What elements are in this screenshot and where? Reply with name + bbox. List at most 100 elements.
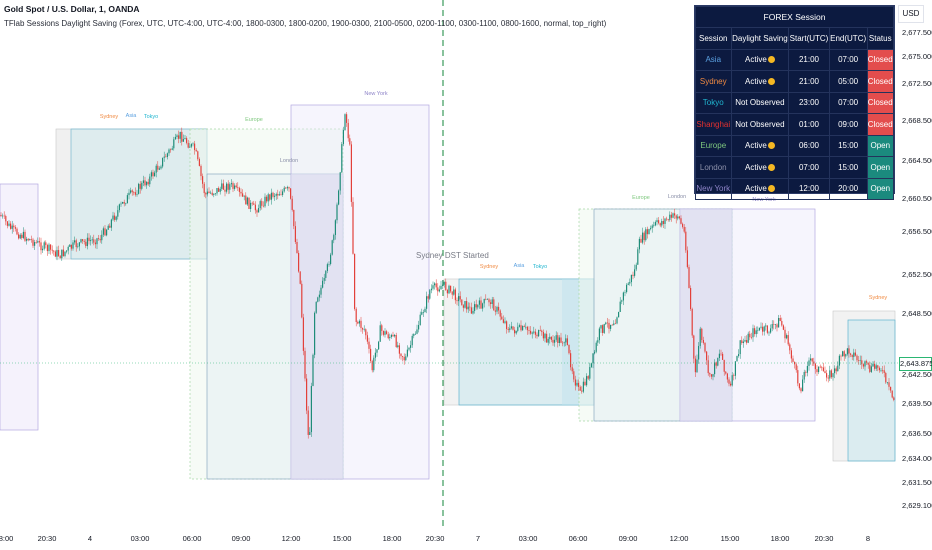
session-label-newyork: New York [752, 197, 776, 203]
candle-body [834, 368, 836, 374]
candle-body [317, 297, 319, 302]
candle-body [267, 194, 269, 202]
candle-body [640, 238, 642, 243]
candle-body [226, 183, 228, 192]
candle-body [69, 244, 71, 247]
end-time-cell: 07:00 [828, 48, 868, 71]
candle-body [472, 310, 474, 314]
candle-body [688, 267, 690, 288]
candle-body [662, 220, 664, 224]
candle-body [789, 344, 791, 351]
candle-body [781, 320, 783, 326]
candle-body [582, 381, 584, 392]
candle-body [566, 338, 568, 345]
candle-body [355, 308, 357, 322]
candle-body [875, 365, 877, 369]
candle-body [365, 329, 367, 336]
candle-body [562, 342, 564, 344]
session-boxes [0, 104, 896, 480]
candle-body [862, 364, 864, 367]
candle-body [589, 367, 591, 379]
candle-body [466, 301, 468, 310]
candle-body [642, 232, 644, 243]
time-axis-label: 12:00 [669, 534, 689, 543]
price-axis-label: 2,664.500 [902, 156, 932, 165]
time-axis-label: 09:00 [231, 534, 251, 543]
candle-body [373, 357, 375, 371]
candle-body [587, 376, 589, 379]
candle-body [221, 183, 223, 189]
candle-body [779, 317, 781, 321]
candle-body [805, 371, 807, 373]
candle-body [680, 218, 682, 224]
session-name-cell-text: New York [696, 184, 731, 194]
indicator-legend[interactable]: TFlab Sessions Daylight Saving (Forex, U… [4, 19, 607, 28]
end-time-cell: 15:00 [828, 134, 868, 157]
candle-body [478, 300, 480, 305]
candle-body [150, 172, 152, 177]
candle-body [715, 362, 717, 366]
candle-body [282, 191, 284, 195]
candle-body [634, 269, 636, 276]
candle-body [491, 299, 493, 304]
candle-body [277, 193, 279, 196]
candle-body [125, 203, 127, 204]
table-row: Tokyo Not Observed 23:00 07:00 Closed [695, 91, 895, 114]
candle-body [531, 332, 533, 334]
table-row: Sydney Active 21:00 05:00 Closed [695, 70, 895, 93]
candle-body [770, 328, 772, 333]
session-label-sydney: Sydney [99, 114, 119, 120]
candle-body [325, 271, 327, 278]
candle-body [763, 326, 765, 332]
candle-body [210, 192, 212, 194]
candle-body [626, 284, 628, 293]
candle-body [603, 324, 605, 333]
candle-body [677, 216, 679, 219]
candle-body [410, 345, 412, 348]
candle-body [330, 254, 332, 265]
candle-body [122, 201, 124, 204]
candle-body [272, 192, 274, 197]
price-axis-label: 2,672.500 [902, 79, 932, 88]
candle-body [867, 362, 869, 365]
start-time-cell: 07:00 [788, 156, 830, 179]
table-column-header: Start(UTC) [788, 27, 830, 50]
candle-body [53, 250, 55, 252]
candle-body [747, 333, 749, 343]
candle-body [360, 320, 362, 329]
candle-body [653, 225, 655, 226]
candle-body [80, 239, 82, 243]
candle-body [182, 139, 184, 142]
candle-body [336, 204, 338, 221]
candle-body [462, 305, 464, 308]
candle-body [83, 240, 85, 242]
price-axis-label: 2,648.500 [902, 309, 932, 318]
candle-body [432, 285, 434, 289]
candle-body [384, 331, 386, 335]
candle-body [131, 190, 133, 193]
candle-body [746, 340, 748, 343]
candle-body [482, 303, 484, 309]
candle-body [227, 183, 229, 190]
candle-body [18, 234, 20, 239]
candle-body [736, 356, 738, 362]
candle-body [790, 350, 792, 359]
candle-body [421, 312, 423, 315]
candle-body [240, 191, 242, 194]
candle-body [312, 354, 314, 386]
status-cell: Closed [866, 113, 895, 136]
candle-body [670, 214, 672, 218]
candle-body [643, 232, 645, 241]
candle-body [723, 359, 725, 372]
candle-body [605, 322, 607, 325]
session-name-cell: Sydney [695, 70, 732, 93]
daylight-saving-cell: Active [730, 156, 790, 179]
candle-body [434, 283, 436, 286]
candle-body [883, 370, 885, 373]
end-time-cell: 09:00 [828, 113, 868, 136]
candle-body [253, 203, 255, 205]
sun-icon [767, 77, 775, 85]
table-title: FOREX Session [695, 6, 894, 28]
currency-button[interactable]: USD [898, 5, 924, 23]
